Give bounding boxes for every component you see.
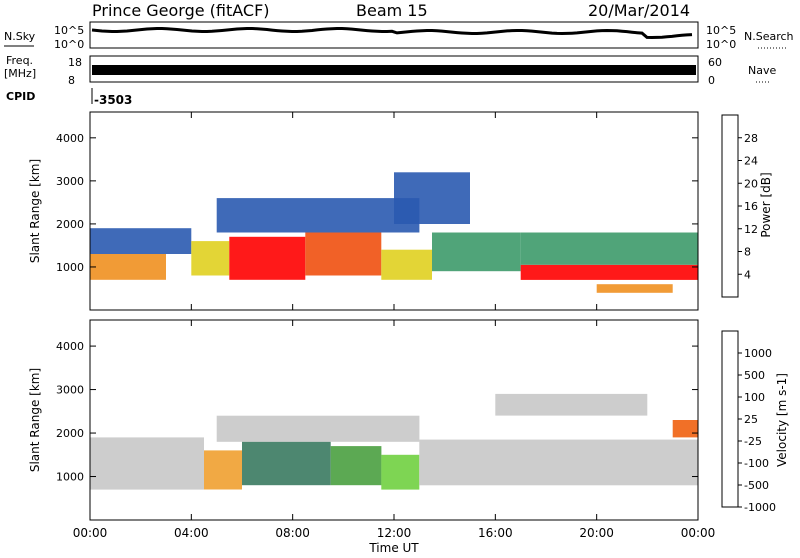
beam-title: Beam 15 <box>356 1 428 20</box>
heatmap-region <box>330 446 382 486</box>
heatmap-region <box>90 437 204 490</box>
heatmap-region <box>381 249 432 280</box>
x-axis-label: Time UT <box>368 541 419 554</box>
y-tick-label: 1000 <box>56 261 84 274</box>
y-tick-label: 4000 <box>56 132 84 145</box>
colorbar-tick-label: 8 <box>744 246 751 259</box>
cpid-label: CPID <box>6 90 35 103</box>
colorbar-tick-label: -25 <box>744 435 762 448</box>
heatmap-region <box>90 228 192 254</box>
colorbar-tick-label: 16 <box>744 200 758 213</box>
velocity-panel: 1000 2000 3000 4000 Slant Range [km] 1000 50… <box>28 319 789 521</box>
power-colorbar-label: Power [dB] <box>759 172 773 237</box>
station-title: Prince George (fitACF) <box>92 1 270 20</box>
heatmap-region <box>305 232 382 276</box>
power-panel: 1000 2000 3000 4000 Slant Range [km] 4 8 12 16… <box>28 111 773 311</box>
heatmap-region <box>204 450 242 490</box>
heatmap-region <box>394 172 470 224</box>
colorbar-tick-label: 28 <box>744 132 758 145</box>
cpid-value: -3503 <box>94 93 132 107</box>
y-tick-label: 1000 <box>56 471 84 484</box>
nave-label: Nave <box>748 64 776 77</box>
x-tick-label: 12:00 <box>377 526 412 540</box>
x-tick-label: 08:00 <box>275 526 310 540</box>
noise-tick-bottom: 10^0 <box>54 38 84 51</box>
velocity-ylabel: Slant Range [km] <box>28 368 42 472</box>
freq-tick-top: 18 <box>68 56 82 69</box>
freq-label: Freq. <box>6 54 33 67</box>
velocity-colorbar-label: Velocity [m s-1] <box>775 373 789 467</box>
colorbar-tick-label: -100 <box>744 457 769 470</box>
heatmap-region <box>520 232 698 265</box>
heatmap-region <box>381 454 420 490</box>
heatmap-region <box>229 236 306 280</box>
heatmap-region <box>216 415 420 442</box>
colorbar-tick-label: 500 <box>744 369 765 382</box>
x-tick-label: 16:00 <box>478 526 513 540</box>
x-tick-label: 00:00 <box>681 526 716 540</box>
x-tick-label: 04:00 <box>174 526 209 540</box>
x-tick-label: 20:00 <box>579 526 614 540</box>
colorbar-tick-label: 1000 <box>744 347 772 360</box>
colorbar-tick-label: 25 <box>744 413 758 426</box>
y-tick-label: 2000 <box>56 427 84 440</box>
heatmap-region <box>90 254 166 280</box>
date-title: 20/Mar/2014 <box>588 1 690 20</box>
y-tick-label: 3000 <box>56 384 84 397</box>
heatmap-region <box>672 420 698 438</box>
colorbar-tick-label: 12 <box>744 223 758 236</box>
y-tick-label: 4000 <box>56 340 84 353</box>
nave-tick-bottom: 0 <box>708 74 715 87</box>
noise-strip: N.Sky 10^5 10^0 10^5 10^0 N.Search <box>4 21 794 51</box>
heatmap-region <box>520 264 698 280</box>
freq-strip: Freq. [MHz] 18 8 60 0 Nave <box>4 54 776 87</box>
noise-tick-bottom-right: 10^0 <box>706 38 736 51</box>
colorbar-tick-label: 20 <box>744 177 758 190</box>
heatmap-region <box>419 439 698 486</box>
x-tick-label: 00:00 <box>73 526 108 540</box>
heatmap-region <box>495 393 648 416</box>
heatmap-region <box>596 284 673 293</box>
freq-unit: [MHz] <box>4 67 36 80</box>
freq-tick-bottom: 8 <box>68 74 75 87</box>
freq-band <box>92 65 696 75</box>
colorbar-tick-label: 100 <box>744 391 765 404</box>
heatmap-region <box>242 441 331 486</box>
nsearch-label: N.Search <box>744 30 794 43</box>
power-ylabel: Slant Range [km] <box>28 159 42 263</box>
noise-tick-top: 10^5 <box>54 24 84 37</box>
colorbar-tick-label: 4 <box>744 268 751 281</box>
colorbar-tick-label: 24 <box>744 155 758 168</box>
heatmap-region <box>191 241 230 276</box>
noise-sky-line <box>91 27 693 40</box>
colorbar-tick-label: -1000 <box>744 501 776 514</box>
heatmap-region <box>432 232 521 272</box>
nave-tick-top: 60 <box>708 56 722 69</box>
nsky-label: N.Sky <box>4 30 36 43</box>
colorbar-tick-label: -500 <box>744 479 769 492</box>
heatmap-region <box>216 198 420 233</box>
y-tick-label: 2000 <box>56 218 84 231</box>
y-tick-label: 3000 <box>56 175 84 188</box>
noise-tick-top-right: 10^5 <box>706 24 736 37</box>
